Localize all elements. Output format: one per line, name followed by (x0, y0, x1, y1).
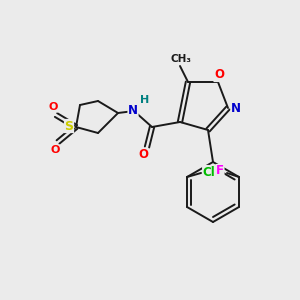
Text: O: O (48, 102, 58, 112)
Text: H: H (140, 95, 150, 105)
Text: O: O (214, 68, 224, 82)
Text: CH₃: CH₃ (170, 54, 191, 64)
Text: S: S (64, 119, 74, 133)
Text: N: N (128, 103, 138, 116)
Text: O: O (138, 148, 148, 161)
Text: F: F (216, 164, 224, 178)
Text: O: O (50, 145, 60, 155)
Text: Cl: Cl (202, 166, 215, 178)
Text: N: N (231, 101, 241, 115)
